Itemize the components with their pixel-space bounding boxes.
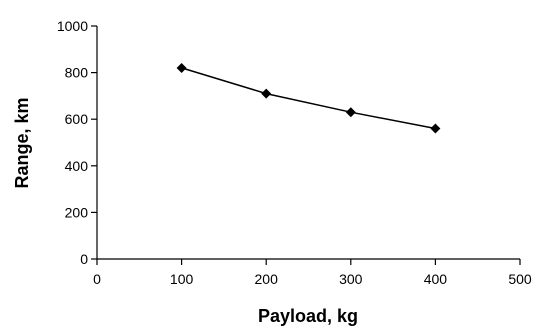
x-tick-label: 200 (255, 271, 279, 287)
data-point-marker (430, 123, 441, 134)
x-tick-label: 300 (339, 271, 363, 287)
data-point-marker (176, 62, 187, 73)
y-tick-label: 200 (65, 204, 89, 220)
data-point-marker (345, 107, 356, 118)
x-axis-title: Payload, kg (258, 306, 358, 326)
x-ticks: 0 100 200 300 400 500 (93, 259, 532, 287)
x-tick-label: 0 (93, 271, 101, 287)
series (176, 62, 441, 134)
y-tick-label: 400 (65, 158, 89, 174)
y-tick-label: 600 (65, 111, 89, 127)
y-axis-title: Range, km (12, 97, 32, 188)
series-line (181, 67, 436, 130)
x-tick-label: 400 (424, 271, 448, 287)
y-tick-label: 0 (80, 251, 88, 267)
y-ticks: 0 200 400 600 800 1000 (57, 18, 97, 267)
y-tick-label: 1000 (57, 18, 88, 34)
x-tick-label: 500 (508, 271, 532, 287)
y-tick-label: 800 (65, 65, 89, 81)
data-point-marker (261, 88, 272, 99)
x-tick-label: 100 (170, 271, 194, 287)
